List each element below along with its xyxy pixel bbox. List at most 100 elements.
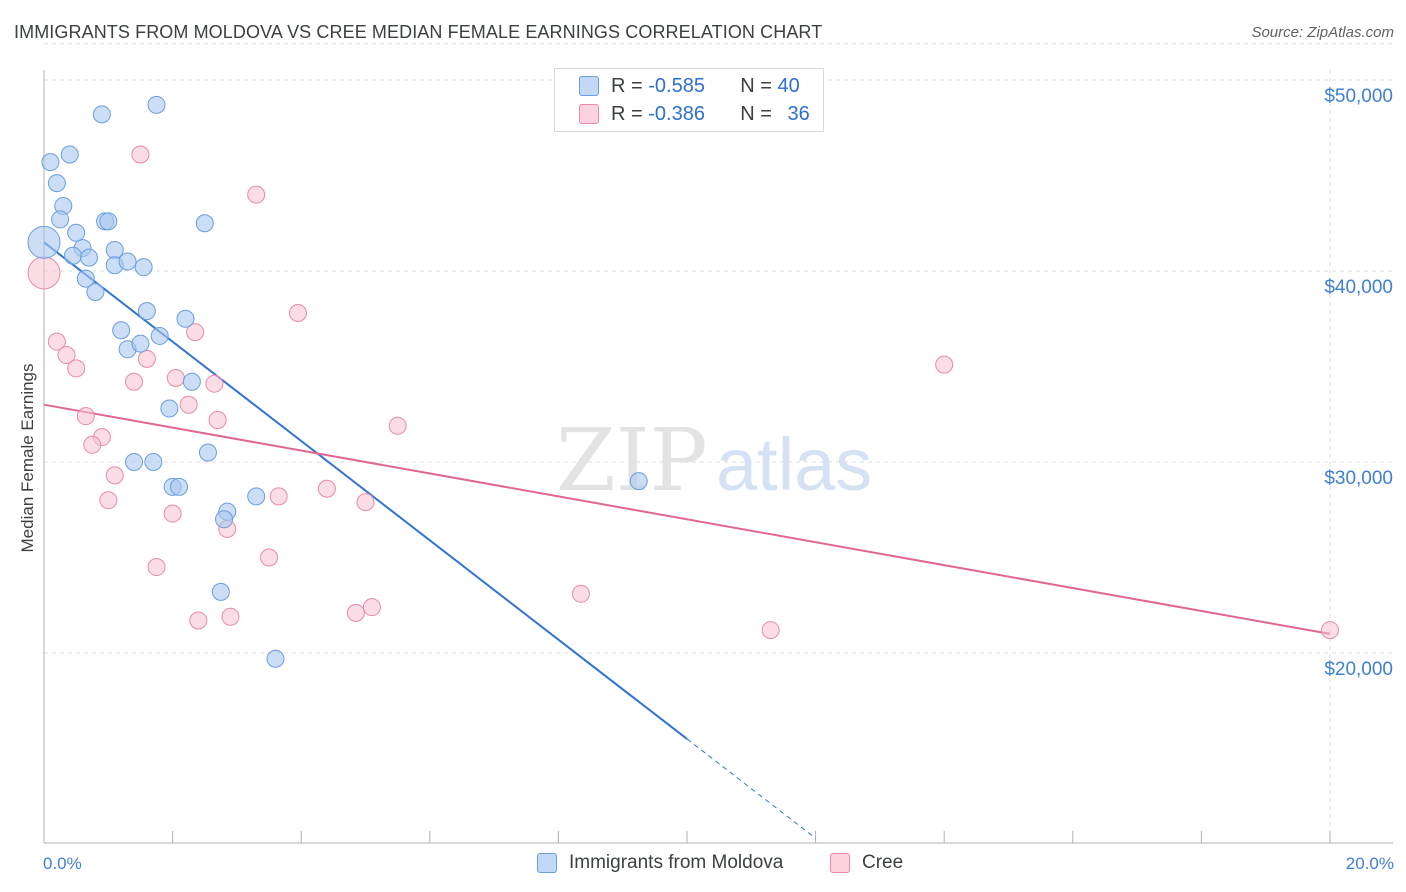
trend-line-moldova	[43, 241, 688, 740]
data-point-moldova	[215, 510, 234, 529]
data-point-moldova	[137, 302, 156, 321]
data-point-moldova	[51, 210, 70, 229]
data-point-cree	[346, 603, 365, 622]
legend-swatch-moldova	[579, 76, 599, 96]
data-point-moldova	[195, 214, 214, 233]
data-point-cree	[131, 145, 150, 164]
legend-swatch-cree	[579, 104, 599, 124]
legend-swatch-moldova	[537, 853, 557, 873]
data-point-cree	[179, 395, 198, 414]
data-point-cree	[356, 493, 375, 512]
data-point-cree	[247, 185, 266, 204]
data-point-moldova	[125, 453, 144, 471]
axes	[43, 70, 1393, 844]
data-point-moldova	[182, 372, 201, 391]
data-point-moldova	[60, 145, 79, 164]
y-tick-label: $30,000	[1324, 468, 1393, 489]
legend-r-value: -0.386	[648, 102, 705, 125]
data-point-cree	[125, 372, 144, 391]
trend-lines	[43, 241, 1331, 839]
data-point-cree	[761, 621, 780, 640]
legend-label-moldova: Immigrants from Moldova	[569, 852, 784, 873]
data-point-moldova	[131, 334, 150, 353]
legend-n-label: N =	[740, 102, 778, 125]
data-point-moldova	[47, 174, 66, 193]
legend-row-moldova: R = -0.585 N = 40	[555, 73, 800, 99]
data-point-moldova	[76, 269, 95, 288]
data-point-cree	[76, 407, 95, 426]
legend-item-moldova[interactable]: Immigrants from Moldova	[537, 852, 783, 874]
data-point-moldova	[198, 443, 217, 462]
legend-n-label: N =	[740, 74, 778, 97]
trend-line-cree	[43, 403, 1331, 635]
source-label: Source: ZipAtlas.com	[1251, 24, 1394, 41]
data-point-cree	[571, 584, 590, 603]
data-point-cree	[189, 611, 208, 630]
data-point-cree	[163, 504, 182, 523]
legend-r-value: -0.585	[648, 74, 705, 97]
y-tick-label: $50,000	[1324, 86, 1393, 107]
data-point-cree	[47, 332, 66, 351]
data-point-moldova	[63, 246, 82, 265]
legend-n-value: 40	[777, 74, 800, 97]
data-point-cree	[269, 487, 288, 506]
data-point-moldova	[92, 105, 111, 124]
data-point-moldova	[266, 649, 285, 668]
data-point-moldova	[67, 223, 86, 242]
data-point-moldova	[150, 326, 169, 345]
data-point-cree	[317, 479, 336, 498]
data-point-moldova	[211, 582, 230, 601]
y-tick-label: $20,000	[1324, 659, 1393, 680]
data-point-cree	[221, 607, 240, 626]
data-point-moldova	[118, 252, 137, 271]
y-axis-label: Median Female Earnings	[18, 364, 37, 553]
data-point-cree	[260, 548, 279, 567]
data-point-moldova	[86, 283, 105, 302]
legend-row-cree: R = -0.386 N = 36	[555, 101, 810, 127]
data-point-moldova	[629, 472, 648, 491]
data-point-moldova	[41, 153, 60, 172]
data-point-cree	[362, 598, 381, 617]
data-point-cree	[105, 466, 124, 485]
x-tick-label-max: 20.0%	[1346, 854, 1394, 873]
data-point-moldova	[99, 212, 118, 231]
data-point-cree	[27, 256, 61, 290]
legend-n-value: 36	[787, 102, 810, 125]
data-point-cree	[83, 435, 102, 454]
legend-swatch-cree	[830, 853, 850, 873]
trend-line-moldova-extension	[686, 738, 816, 839]
data-point-moldova	[176, 309, 195, 328]
data-point-cree	[147, 558, 166, 577]
data-point-moldova	[147, 95, 166, 114]
data-point-cree	[67, 359, 86, 378]
data-point-cree	[137, 349, 156, 368]
data-point-cree	[288, 304, 307, 323]
series-moldova-points	[27, 95, 648, 668]
data-point-moldova	[170, 477, 189, 496]
watermark-zip: ZIP	[556, 411, 708, 511]
y-tick-labels: $20,000 $30,000 $40,000 $50,000	[1324, 86, 1393, 680]
data-point-moldova	[80, 248, 99, 267]
series-cree-points	[27, 145, 1339, 640]
data-point-moldova	[247, 487, 266, 506]
series-legend: Immigrants from Moldova Cree	[0, 850, 1406, 880]
legend-label-cree: Cree	[862, 852, 904, 873]
legend-r-label: R =	[611, 102, 649, 125]
legend-r-label: R =	[611, 74, 649, 97]
data-point-cree	[166, 368, 185, 387]
chart-title: IMMIGRANTS FROM MOLDOVA VS CREE MEDIAN F…	[14, 22, 823, 42]
correlation-legend: R = -0.585 N = 40 R = -0.386 N = 36	[554, 68, 824, 132]
data-point-moldova	[144, 453, 163, 471]
data-point-moldova	[112, 321, 131, 340]
x-tick-label-min: 0.0%	[43, 854, 82, 873]
data-point-cree	[1321, 621, 1339, 640]
legend-item-cree[interactable]: Cree	[830, 852, 903, 874]
data-point-cree	[57, 346, 76, 365]
data-point-moldova	[160, 399, 179, 418]
y-tick-label: $40,000	[1324, 277, 1393, 298]
data-point-cree	[208, 410, 227, 429]
watermark-atlas: atlas	[716, 423, 872, 506]
data-point-cree	[186, 323, 205, 342]
data-point-moldova	[134, 258, 153, 277]
